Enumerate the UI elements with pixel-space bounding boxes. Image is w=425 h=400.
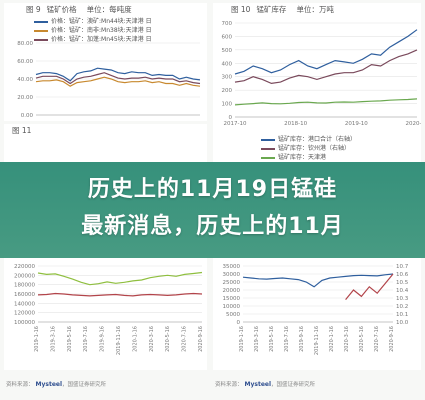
x-tick-label: 2019-7-16 <box>83 326 89 352</box>
y-tick-label: 15000 <box>223 296 241 302</box>
x-tick-label: 2020-7-16 <box>182 326 188 352</box>
x-tick-label: 2018-10 <box>284 121 307 127</box>
x-tick-label: 2019-7-16 <box>284 326 290 352</box>
y-tick-label: 60.00 <box>17 59 33 65</box>
series-line <box>35 76 201 87</box>
x-tick-label: 2019-5-16 <box>67 326 73 352</box>
y2-tick-label: 10.2 <box>396 304 408 310</box>
series-line <box>345 273 394 300</box>
x-tick-label: 2020-10 <box>406 121 421 127</box>
x-tick-label: 2020-7-16 <box>374 326 380 352</box>
y2-tick-label: 10.7 <box>396 264 409 270</box>
headline-line-1: 历史上的11月19日锰硅 <box>87 177 338 202</box>
y-tick-label: 20.00 <box>17 95 33 101</box>
panel-title: 图 10 锰矿库存 单位：万吨 <box>231 5 334 14</box>
y2-tick-label: 10.4 <box>396 288 409 294</box>
price-legend: 价格：锰矿：澳矿:Mn44块:天津港 日 价格：锰矿：南非:Mn38块:天津港 … <box>34 17 152 44</box>
x-tick-label: 2020-1-16 <box>329 326 335 352</box>
x-tick-label: 2019-9-16 <box>100 326 106 352</box>
stock-legend: 锰矿库存：港口合计（右轴） 锰矿库存：钦州港（右轴） 锰矿库存：天津港 <box>261 135 356 162</box>
panel-bottom-left: 220000 200000 180000 160000 140000 120000 1000… <box>4 258 207 370</box>
x-tick-label: 2020-5-16 <box>165 326 171 352</box>
y-tick-label: 5000 <box>226 312 240 318</box>
y-tick-label: 0.00 <box>21 113 34 119</box>
x-tick-label: 2020-5-16 <box>359 326 365 352</box>
x-tick-label: 2020-1-16 <box>132 326 138 352</box>
x-tick-label: 2019-3-16 <box>50 326 56 352</box>
x-tick-label: 2020-9-16 <box>198 326 204 352</box>
y-tick-label: 100000 <box>14 320 35 326</box>
y-tick-label: 0 <box>229 115 233 121</box>
headline-line-2: 最新消息，历史上的11月 <box>81 214 344 239</box>
y-tick-label: 180000 <box>14 283 35 289</box>
y-tick-label: 400 <box>222 61 233 67</box>
y-tick-label: 160000 <box>14 292 35 298</box>
y-tick-label: 220000 <box>14 264 35 270</box>
y-tick-label: 140000 <box>14 301 35 307</box>
series-line <box>37 271 203 286</box>
bottom-left-chart: 220000 200000 180000 160000 140000 120000 1000… <box>14 264 204 355</box>
series-line <box>37 292 203 297</box>
legend-swatch <box>261 156 275 159</box>
y2-tick-label: 10.3 <box>396 296 409 302</box>
series-line <box>242 273 394 288</box>
y2-tick-label: 10.0 <box>396 320 409 326</box>
series-line <box>35 67 201 82</box>
x-tick-label: 2020-3-16 <box>344 326 350 352</box>
y-tick-label: 35000 <box>223 264 241 270</box>
y-tick-label: 25000 <box>223 280 241 286</box>
headline-banner: 历史上的11月19日锰硅 最新消息，历史上的11月 <box>0 162 425 258</box>
x-tick-label: 2017-10 <box>224 121 247 127</box>
y-tick-label: 200000 <box>14 273 35 279</box>
legend-swatch <box>34 38 48 41</box>
y-tick-label: 200 <box>222 88 233 94</box>
x-tick-label: 2019-1-16 <box>34 326 40 352</box>
y-tick-label: 20000 <box>223 288 241 294</box>
panel-11-header: 图 11 <box>4 124 207 162</box>
panel-bottom-right: 35000 30000 25000 20000 15000 10000 5000 0 10.7 1… <box>213 258 421 370</box>
y-tick-label: 80.00 <box>17 41 33 47</box>
y-tick-label: 10000 <box>223 304 241 310</box>
source-footer-right: 资料来源： Mysteel，国盛证券研究所 <box>215 381 316 388</box>
legend-swatch <box>34 20 48 23</box>
x-tick-label: 2019-11-16 <box>116 326 122 355</box>
y-tick-label: 100 <box>222 102 233 108</box>
y-tick-label: 500 <box>222 48 233 54</box>
panel-manganese-price: 图 9 锰矿价格 单位：每吨度 80.00 60.00 40.00 20.00 0.00 价… <box>4 3 207 121</box>
y-tick-label: 600 <box>222 34 233 40</box>
series-line <box>234 29 418 75</box>
legend-swatch <box>261 138 275 141</box>
y-tick-label: 120000 <box>14 311 35 317</box>
x-tick-label: 2019-10 <box>345 121 368 127</box>
series-line <box>35 72 201 85</box>
y-tick-label: 0 <box>237 320 241 326</box>
x-tick-label: 2019-9-16 <box>299 326 305 352</box>
price-chart: 80.00 60.00 40.00 20.00 0.00 <box>17 41 201 119</box>
source-footer-left: 资料来源： Mysteel，国盛证券研究所 <box>6 381 107 388</box>
x-tick-label: 2020-9-16 <box>389 326 395 352</box>
panel-manganese-stock: 图 10 锰矿库存 单位：万吨 700 600 500 400 300 200 100 0 2017… <box>213 3 421 163</box>
x-tick-label: 2019-1-16 <box>239 326 245 352</box>
x-tick-label: 2020-3-16 <box>149 326 155 352</box>
series-line <box>234 49 418 85</box>
legend-swatch <box>34 29 48 32</box>
y2-tick-label: 10.6 <box>396 272 409 278</box>
x-tick-label: 2019-3-16 <box>254 326 260 352</box>
bottom-right-chart: 35000 30000 25000 20000 15000 10000 5000 0 10.7 1… <box>223 264 409 355</box>
y2-tick-label: 10.1 <box>396 312 408 318</box>
y-tick-label: 700 <box>222 21 233 27</box>
series-line <box>234 98 418 106</box>
y2-tick-label: 10.5 <box>396 280 409 286</box>
x-tick-label: 2019-5-16 <box>269 326 275 352</box>
x-tick-label: 2019-11-16 <box>314 326 320 355</box>
legend-swatch <box>261 147 275 150</box>
y-tick-label: 40.00 <box>17 77 33 83</box>
panel-title: 图 11 <box>12 126 32 135</box>
y-tick-label: 30000 <box>223 272 241 278</box>
panel-title: 图 9 锰矿价格 单位：每吨度 <box>26 5 132 14</box>
y-tick-label: 300 <box>222 75 233 81</box>
